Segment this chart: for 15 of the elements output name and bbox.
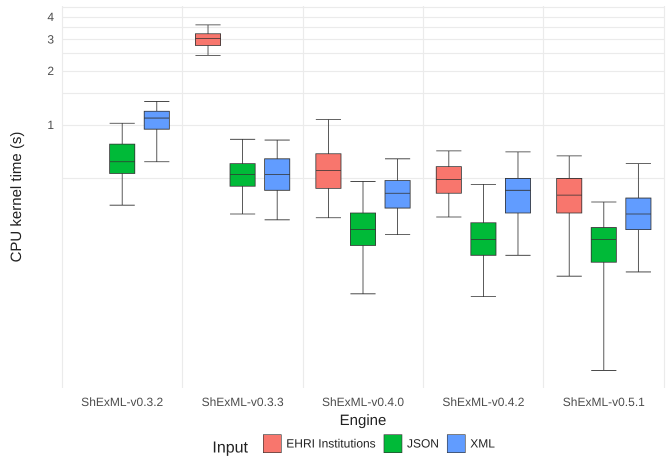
x-tick-label: ShExML-v0.4.0 [322, 395, 404, 409]
x-axis-title: Engine [340, 412, 386, 429]
y-axis-title: CPU kernel time (s) [8, 132, 25, 262]
legend-label: XML [470, 436, 496, 451]
y-tick-label: 2 [47, 64, 54, 78]
y-tick-label: 1 [47, 118, 54, 132]
x-tick-label: ShExML-v0.3.2 [81, 395, 164, 409]
x-tick-label: ShExML-v0.3.3 [202, 395, 284, 409]
y-tick-label: 3 [47, 32, 54, 46]
x-tick-label: ShExML-v0.5.1 [562, 395, 646, 409]
x-tick-label: ShExML-v0.4.2 [442, 395, 525, 409]
legend-label: JSON [406, 436, 439, 451]
legend-title: Input [212, 440, 249, 456]
legend-label: EHRI Institutions [286, 436, 376, 451]
y-tick-label: 4 [47, 10, 54, 24]
